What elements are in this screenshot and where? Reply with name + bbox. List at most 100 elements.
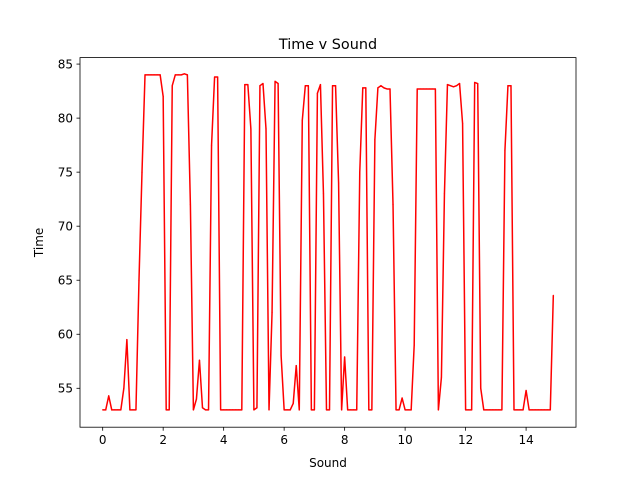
- data-point: [495, 409, 497, 411]
- data-point: [546, 409, 548, 411]
- data-point: [365, 87, 367, 89]
- data-point: [268, 409, 270, 411]
- data-point: [428, 88, 430, 90]
- data-point: [401, 397, 403, 399]
- data-point: [474, 81, 476, 84]
- data-point: [235, 409, 237, 411]
- data-point: [153, 74, 155, 76]
- data-point: [434, 88, 436, 90]
- data-point: [449, 85, 452, 87]
- x-tick-label: 2: [159, 433, 167, 447]
- data-point: [247, 84, 249, 86]
- data-point: [528, 409, 530, 411]
- data-point: [283, 409, 285, 411]
- data-point: [416, 88, 418, 90]
- data-point: [141, 171, 143, 173]
- data-point: [380, 85, 382, 87]
- data-point: [307, 85, 309, 87]
- data-point: [229, 409, 231, 411]
- data-point: [138, 279, 140, 281]
- data-point: [144, 74, 146, 76]
- data-point: [180, 74, 182, 76]
- data-point: [262, 82, 264, 85]
- data-point: [123, 387, 125, 389]
- data-point: [259, 85, 261, 87]
- data-point: [159, 74, 161, 76]
- data-point: [126, 339, 128, 341]
- data-point: [198, 359, 201, 361]
- data-point: [413, 344, 415, 346]
- data-point: [204, 409, 207, 411]
- data-point: [210, 144, 213, 146]
- data-point: [374, 139, 376, 141]
- data-point: [174, 74, 176, 76]
- data-point: [410, 409, 412, 411]
- data-point: [458, 82, 461, 85]
- data-point: [220, 409, 222, 411]
- y-tick-label: 65: [58, 274, 73, 288]
- y-axis-ticks: 55 60 65 70 75 80 85: [58, 57, 80, 396]
- data-point: [310, 409, 312, 411]
- y-tick-label: 75: [58, 165, 73, 179]
- data-point: [522, 409, 524, 411]
- data-point: [334, 85, 337, 87]
- data-point: [114, 409, 116, 411]
- data-point: [368, 409, 370, 411]
- data-point: [147, 74, 149, 76]
- data-point: [207, 409, 210, 411]
- data-point: [328, 409, 331, 411]
- data-point: [552, 294, 554, 296]
- data-point: [111, 409, 113, 411]
- data-point: [534, 409, 536, 411]
- y-axis-label: Time: [32, 228, 46, 258]
- x-axis-ticks: 0 2 4 6 8 10 12 14: [99, 427, 534, 447]
- data-point: [480, 387, 482, 389]
- data-point: [304, 85, 306, 87]
- data-point: [437, 409, 439, 411]
- axes-frame: [79, 57, 577, 428]
- data-point: [540, 409, 542, 411]
- data-point: [431, 88, 433, 90]
- data-point: [217, 76, 219, 78]
- data-point: [492, 409, 494, 411]
- data-point: [189, 203, 191, 206]
- data-point: [489, 409, 491, 411]
- data-point: [392, 203, 394, 206]
- data-point: [468, 409, 470, 411]
- data-point: [440, 376, 443, 379]
- data-point: [162, 95, 164, 98]
- data-point: [286, 409, 288, 411]
- data-point: [465, 409, 467, 411]
- data-point: [271, 312, 273, 314]
- data-point: [398, 409, 400, 411]
- y-tick-label: 85: [58, 57, 73, 71]
- data-point: [504, 149, 506, 152]
- x-tick-label: 4: [220, 433, 228, 447]
- data-point: [213, 76, 216, 78]
- data-point: [319, 84, 322, 86]
- data-point: [316, 92, 319, 94]
- data-point: [156, 74, 158, 76]
- data-point: [280, 355, 282, 357]
- data-point: [289, 409, 291, 411]
- data-point: [350, 409, 352, 411]
- data-point: [168, 409, 170, 411]
- data-point: [452, 86, 455, 88]
- data-point: [422, 88, 424, 90]
- data-point: [404, 409, 406, 411]
- y-tick-label: 70: [58, 219, 73, 233]
- data-point: [477, 82, 479, 85]
- data-point: [525, 389, 527, 392]
- data-point: [331, 85, 334, 87]
- x-tick-label: 8: [341, 433, 349, 447]
- data-point: [223, 409, 225, 411]
- x-tick-label: 6: [280, 433, 288, 447]
- data-point: [513, 409, 515, 411]
- data-point: [105, 409, 107, 411]
- data-point: [383, 87, 385, 89]
- data-point: [232, 409, 234, 411]
- data-point: [537, 409, 539, 411]
- data-point: [377, 87, 379, 89]
- data-point: [325, 409, 328, 411]
